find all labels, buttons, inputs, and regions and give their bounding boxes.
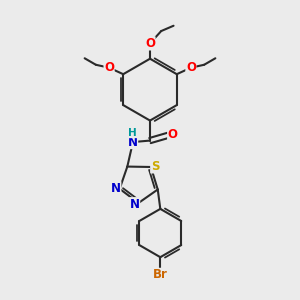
Text: N: N xyxy=(111,182,121,195)
Text: O: O xyxy=(168,128,178,141)
Text: Br: Br xyxy=(153,268,168,281)
Text: O: O xyxy=(145,37,155,50)
Text: O: O xyxy=(186,61,196,74)
Text: N: N xyxy=(128,136,138,148)
Text: S: S xyxy=(151,160,159,173)
Text: H: H xyxy=(128,128,137,138)
Text: O: O xyxy=(104,61,114,74)
Text: N: N xyxy=(130,198,140,211)
